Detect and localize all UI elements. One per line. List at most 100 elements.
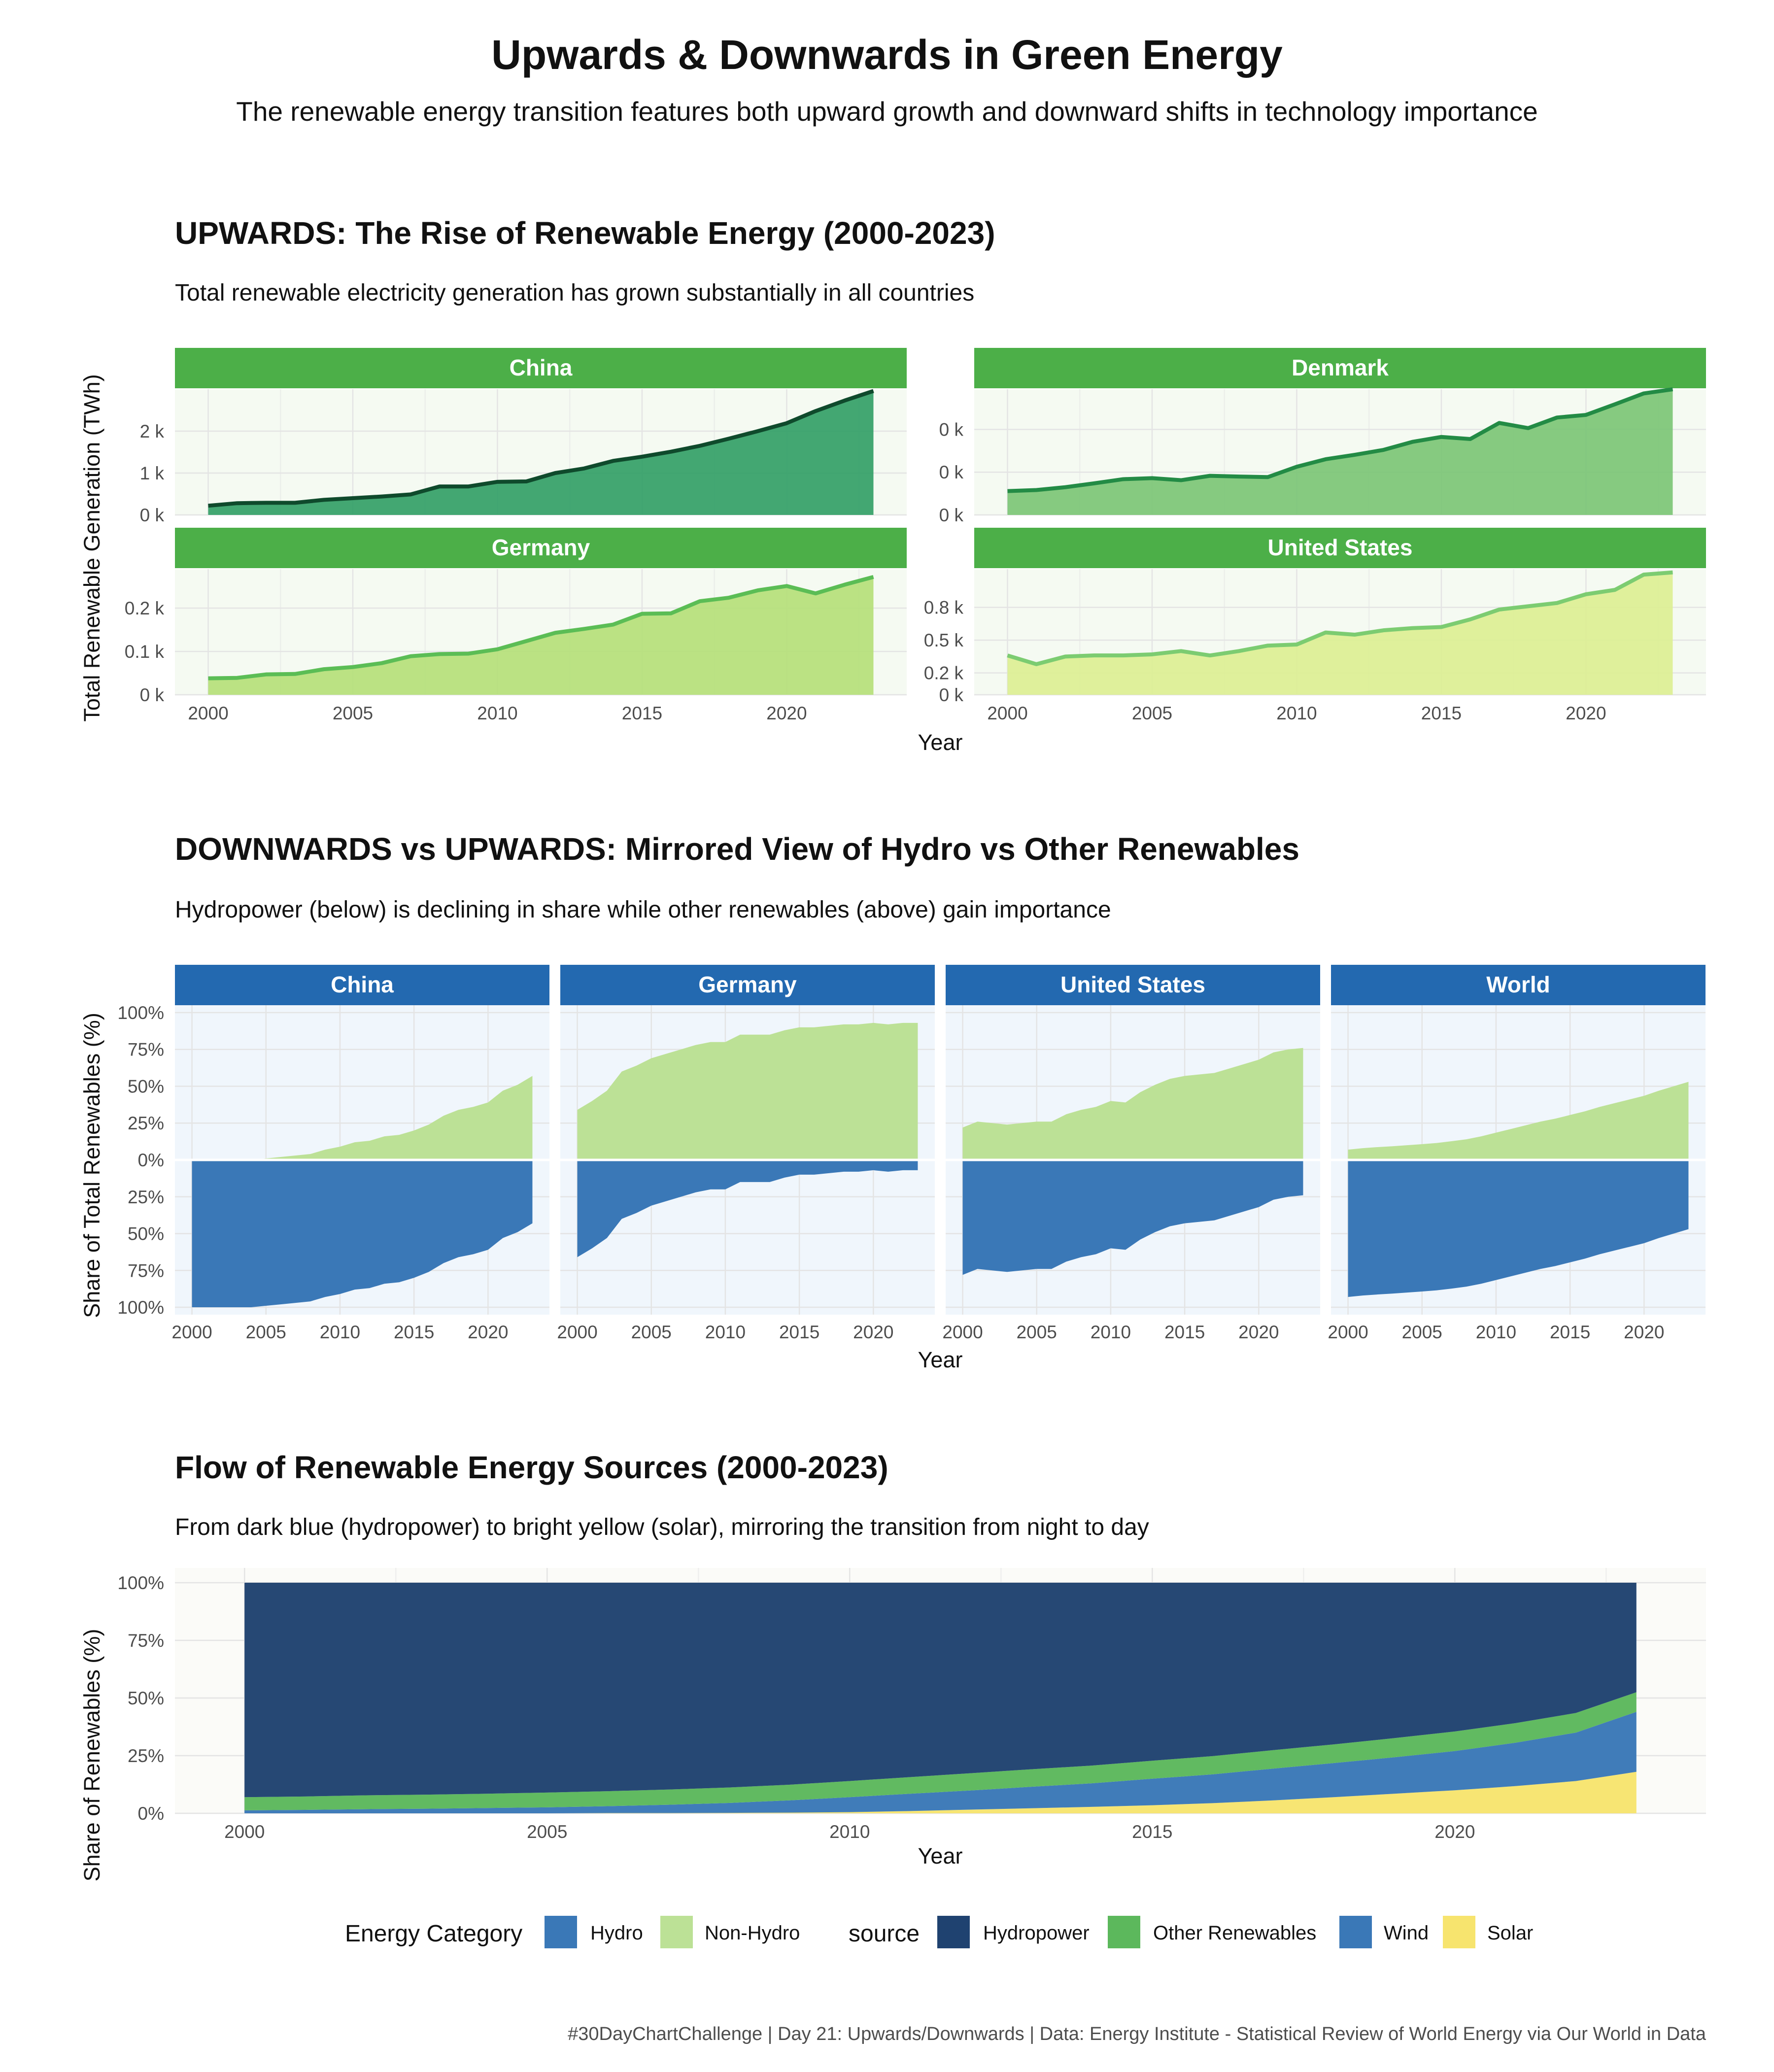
- panel-world: World 2000 2005 2010 2015 2020: [1328, 965, 1706, 1342]
- x-tick-label: 2020: [1434, 1822, 1475, 1842]
- upwards-small-multiples: China 0 k 1 k 2 k Denmark 0 k 0 k 0 k Germany 0 k…: [125, 348, 1706, 723]
- section-1-title: UPWARDS: The Rise of Renewable Energy (2…: [175, 215, 995, 251]
- section-2-subtitle: Hydropower (below) is declining in share…: [175, 897, 1111, 923]
- section-1-subtitle: Total renewable electricity generation h…: [175, 280, 974, 306]
- y-tick-label: 25%: [128, 1113, 164, 1133]
- y-tick-label: 50%: [128, 1224, 164, 1244]
- strip-united-states: [974, 528, 1706, 568]
- strip-germany: [560, 965, 935, 1005]
- strip-label-united-states: United States: [1268, 535, 1413, 560]
- flow-stacked-area: 0% 25% 50% 75% 100% 2000 2005 2010 2015 2020: [117, 1568, 1706, 1842]
- x-tick-label: 2010: [1276, 703, 1317, 723]
- y-tick-label: 100%: [117, 1573, 164, 1593]
- legend-label-non-hydro: Non-Hydro: [705, 1922, 800, 1944]
- strip-label-china: China: [331, 972, 394, 997]
- strip-label-germany: Germany: [698, 972, 797, 997]
- section-3-title: Flow of Renewable Energy Sources (2000-2…: [175, 1450, 888, 1485]
- x-tick-label: 2015: [1550, 1322, 1590, 1342]
- legend-label-solar: Solar: [1487, 1922, 1533, 1944]
- x-tick-label: 2015: [1164, 1322, 1205, 1342]
- area-denmark: [1007, 389, 1673, 515]
- panel-denmark: Denmark 0 k 0 k 0 k: [939, 348, 1706, 525]
- strip-germany: [175, 528, 907, 568]
- x-tick-label: 2010: [320, 1322, 360, 1342]
- y-tick-label: 50%: [128, 1688, 164, 1708]
- y-tick-label: 0%: [138, 1150, 164, 1170]
- legend-key-other-renewables: [1108, 1916, 1140, 1948]
- x-tick-label: 2015: [622, 703, 662, 723]
- panel-china: China 2000 2005 2010 2015 2020 100% 75% 50% 25% 0%…: [117, 965, 549, 1342]
- x-tick-label: 2015: [1421, 703, 1462, 723]
- area-hydro-china: [192, 1160, 533, 1308]
- legend-key-non-hydro: [660, 1916, 693, 1948]
- area-hydro-germany: [577, 1160, 918, 1257]
- section-2-title: DOWNWARDS vs UPWARDS: Mirrored View of H…: [175, 831, 1299, 867]
- area-wind: [244, 1712, 1637, 1813]
- y-tick-label: 0 k: [939, 505, 964, 525]
- line-denmark: [1007, 387, 1673, 493]
- area-other-renewables: [244, 1692, 1637, 1810]
- caption: #30DayChartChallenge | Day 21: Upwards/D…: [568, 2024, 1706, 2044]
- area-non-hydro-world: [1348, 1082, 1689, 1160]
- x-tick-label: 2020: [1624, 1322, 1664, 1342]
- area-non-hydro-united-states: [962, 1048, 1303, 1160]
- panel-china: China 0 k 1 k 2 k: [140, 348, 907, 525]
- x-tick-label: 2000: [557, 1322, 597, 1342]
- y-tick-label: 75%: [128, 1630, 164, 1651]
- panel-germany: Germany 0 k 0.1 k 0.2 k 2000 2005 2010 2015 2020: [125, 528, 907, 723]
- strip-world: [1331, 965, 1706, 1005]
- x-tick-label: 2015: [394, 1322, 434, 1342]
- area-solar: [244, 1771, 1637, 1813]
- y-tick-label: 0 k: [939, 685, 964, 705]
- y-tick-label: 100%: [117, 1003, 164, 1023]
- y-tick-label: 0.2 k: [924, 663, 964, 683]
- x-tick-label: 2005: [333, 703, 373, 723]
- y-tick-label: 50%: [128, 1076, 164, 1096]
- x-tick-label: 2000: [1328, 1322, 1368, 1342]
- y-tick-label: 75%: [128, 1260, 164, 1281]
- legend-title-source: source: [849, 1921, 920, 1947]
- y-tick-label: 0.2 k: [125, 598, 165, 618]
- x-tick-label: 2000: [942, 1322, 983, 1342]
- y-tick-label: 0.1 k: [125, 642, 165, 662]
- mirrored-small-multiples: China 2000 2005 2010 2015 2020 100% 75% 50% 25% 0%…: [117, 965, 1706, 1342]
- legend-key-hydro: [545, 1916, 577, 1948]
- x-tick-label: 2000: [188, 703, 228, 723]
- x-tick-label: 2005: [246, 1322, 286, 1342]
- legend-title-energy-category: Energy Category: [345, 1921, 522, 1947]
- x-tick-label: 2015: [1132, 1822, 1172, 1842]
- section-2-y-axis-title: Share of Total Renewables (%): [79, 1013, 104, 1318]
- legend-label-other-renewables: Other Renewables: [1153, 1922, 1316, 1944]
- strip-china: [175, 348, 907, 388]
- x-tick-label: 2010: [705, 1322, 746, 1342]
- x-tick-label: 2010: [829, 1822, 870, 1842]
- y-tick-label: 0.5 k: [924, 630, 964, 650]
- area-hydro-united-states: [962, 1160, 1303, 1275]
- panel-germany: Germany 2000 2005 2010 2015 2020: [557, 965, 935, 1342]
- legend-label-wind: Wind: [1384, 1922, 1429, 1944]
- section-3-x-axis-title: Year: [918, 1843, 963, 1868]
- strip-label-china: China: [510, 355, 573, 380]
- line-united-states: [1007, 570, 1673, 666]
- y-tick-label: 0 k: [939, 462, 964, 482]
- section-2-x-axis-title: Year: [918, 1347, 963, 1372]
- line-germany: [208, 575, 874, 680]
- panel-united-states: United States 2000 2005 2010 2015 2020: [942, 965, 1320, 1342]
- x-tick-label: 2010: [477, 703, 517, 723]
- area-non-hydro-china: [192, 1076, 533, 1160]
- strip-china: [175, 965, 549, 1005]
- x-tick-label: 2020: [468, 1322, 508, 1342]
- x-tick-label: 2005: [527, 1822, 567, 1842]
- x-tick-label: 2005: [1402, 1322, 1442, 1342]
- main-title: Upwards & Downwards in Green Energy: [491, 32, 1283, 78]
- section-1-y-axis-title: Total Renewable Generation (TWh): [79, 374, 104, 721]
- line-china: [208, 389, 874, 508]
- area-china: [208, 391, 874, 515]
- strip-label-united-states: United States: [1060, 972, 1205, 997]
- legend-label-hydropower: Hydropower: [983, 1922, 1090, 1944]
- x-tick-label: 2010: [1476, 1322, 1516, 1342]
- panel-united-states: United States 0 k0.2 k 0.5 k 0.8 k 2000 2005 2…: [924, 528, 1706, 723]
- x-tick-label: 2015: [779, 1322, 819, 1342]
- x-tick-label: 2005: [631, 1322, 672, 1342]
